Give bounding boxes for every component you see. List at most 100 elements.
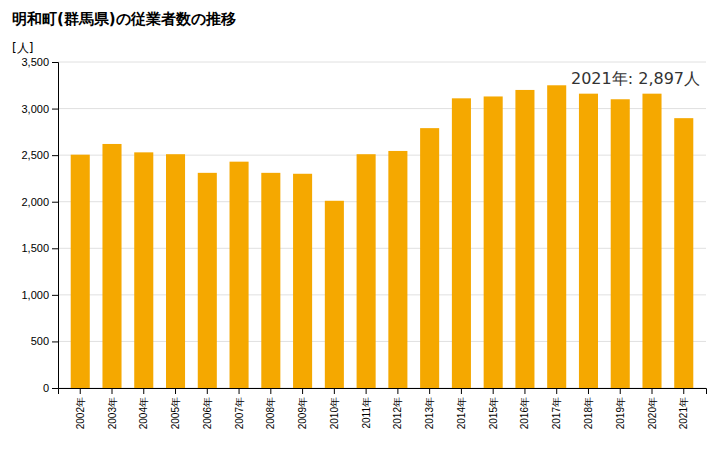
x-tick-label: 2010年 (329, 397, 340, 429)
x-tick-mark (493, 388, 494, 394)
y-axis-line (52, 63, 59, 389)
x-tick: 2003年 (107, 388, 118, 429)
x-tick-mark (524, 388, 525, 394)
chart-container: 明和町(群馬県)の従業者数の推移[人]05001,0001,5002,0002,… (0, 0, 728, 450)
y-tick: 3,500 (21, 56, 58, 68)
x-tick-label: 2007年 (234, 397, 245, 429)
bar (261, 173, 280, 388)
x-tick-label: 2013年 (424, 397, 435, 429)
grid-line (58, 201, 706, 202)
x-tick: 2005年 (170, 388, 181, 429)
x-tick-mark (334, 388, 335, 394)
x-tick-mark (620, 388, 621, 394)
x-tick-mark (588, 388, 589, 394)
bar (325, 201, 344, 388)
x-tick-mark (366, 388, 367, 394)
chart-svg: 明和町(群馬県)の従業者数の推移[人]05001,0001,5002,0002,… (0, 0, 728, 450)
x-tick-label: 2016年 (519, 397, 530, 429)
y-tick: 1,500 (21, 242, 58, 254)
x-tick-label: 2012年 (392, 397, 403, 429)
x-tick-label: 2014年 (456, 397, 467, 429)
y-tick: 2,000 (21, 196, 58, 208)
x-tick-label: 2021年 (678, 397, 689, 429)
x-tick-mark (143, 388, 144, 394)
x-tick: 2011年 (361, 388, 372, 429)
x-axis: 2002年2003年2004年2005年2006年2007年2008年2009年… (59, 388, 707, 429)
x-tick-label: 2011年 (361, 397, 372, 429)
bar (484, 96, 503, 388)
y-tick-label: 1,500 (21, 242, 49, 254)
x-axis-line (59, 389, 707, 395)
x-tick-mark (429, 388, 430, 394)
y-tick-label: 3,000 (21, 103, 49, 115)
y-tick-label: 0 (43, 382, 49, 394)
x-tick-label: 2004年 (138, 397, 149, 429)
x-tick-label: 2020年 (647, 397, 658, 429)
x-tick-mark (270, 388, 271, 394)
x-tick-mark (397, 388, 398, 394)
plot: [人] 0 500 1,000 1,500 2,000 2,500 3,000 3,500 200… (12, 41, 707, 429)
x-tick-mark (80, 388, 81, 394)
y-tick-mark (52, 295, 58, 296)
y-tick: 1,000 (21, 289, 58, 301)
x-tick-mark (683, 388, 684, 394)
grid-line (58, 62, 706, 63)
grid-line (58, 294, 706, 295)
bar (166, 154, 185, 388)
x-tick-label: 2015年 (488, 397, 499, 429)
x-tick: 2007年 (234, 388, 245, 429)
y-tick-mark (52, 202, 58, 203)
y-tick: 2,500 (21, 149, 58, 161)
x-tick: 2017年 (551, 388, 562, 429)
x-tick-mark (461, 388, 462, 394)
x-tick: 2012年 (392, 388, 403, 429)
x-tick: 2019年 (615, 388, 626, 429)
x-tick: 2008年 (265, 388, 276, 429)
y-tick-label: 2,000 (21, 196, 49, 208)
y-tick-label: 1,000 (21, 289, 49, 301)
y-tick-mark (52, 155, 58, 156)
bar (547, 85, 566, 388)
bar (388, 151, 407, 388)
bar (674, 118, 693, 388)
x-tick-label: 2006年 (202, 397, 213, 429)
x-tick: 2020年 (647, 388, 658, 429)
y-tick-mark (52, 248, 58, 249)
x-tick-label: 2003年 (107, 397, 118, 429)
y-tick-label: 500 (31, 335, 49, 347)
x-tick-label: 2018年 (583, 397, 594, 429)
bar (134, 152, 153, 388)
grid-line (58, 248, 706, 249)
bar (357, 154, 376, 388)
x-tick-label: 2005年 (170, 397, 181, 429)
x-tick: 2004年 (138, 388, 149, 429)
y-tick-mark (52, 388, 58, 389)
x-tick-label: 2017年 (551, 397, 562, 429)
x-tick-mark (207, 388, 208, 394)
y-tick-label: 2,500 (21, 149, 49, 161)
y-tick-mark (52, 109, 58, 110)
x-tick: 2014年 (456, 388, 467, 429)
y-label: [人] (12, 41, 33, 55)
bar (452, 98, 471, 388)
x-tick-label: 2019年 (615, 397, 626, 429)
bar (611, 99, 630, 388)
bar (293, 174, 312, 388)
bar (515, 90, 534, 388)
bar (71, 155, 90, 388)
y-tick: 3,000 (21, 103, 58, 115)
bars (71, 85, 694, 388)
x-tick-mark (239, 388, 240, 394)
grid-line (58, 108, 706, 109)
x-tick: 2013年 (424, 388, 435, 429)
annotation: 2021年: 2,897人 (571, 69, 700, 88)
x-tick: 2016年 (519, 388, 530, 429)
y-axis: 0 500 1,000 1,500 2,000 2,500 3,000 3,500 (21, 56, 58, 394)
x-tick-mark (112, 388, 113, 394)
x-tick: 2015年 (488, 388, 499, 429)
y-tick: 500 (31, 335, 58, 347)
x-tick: 2009年 (297, 388, 308, 429)
bar (230, 162, 249, 388)
x-tick-mark (556, 388, 557, 394)
grid-line (58, 341, 706, 342)
